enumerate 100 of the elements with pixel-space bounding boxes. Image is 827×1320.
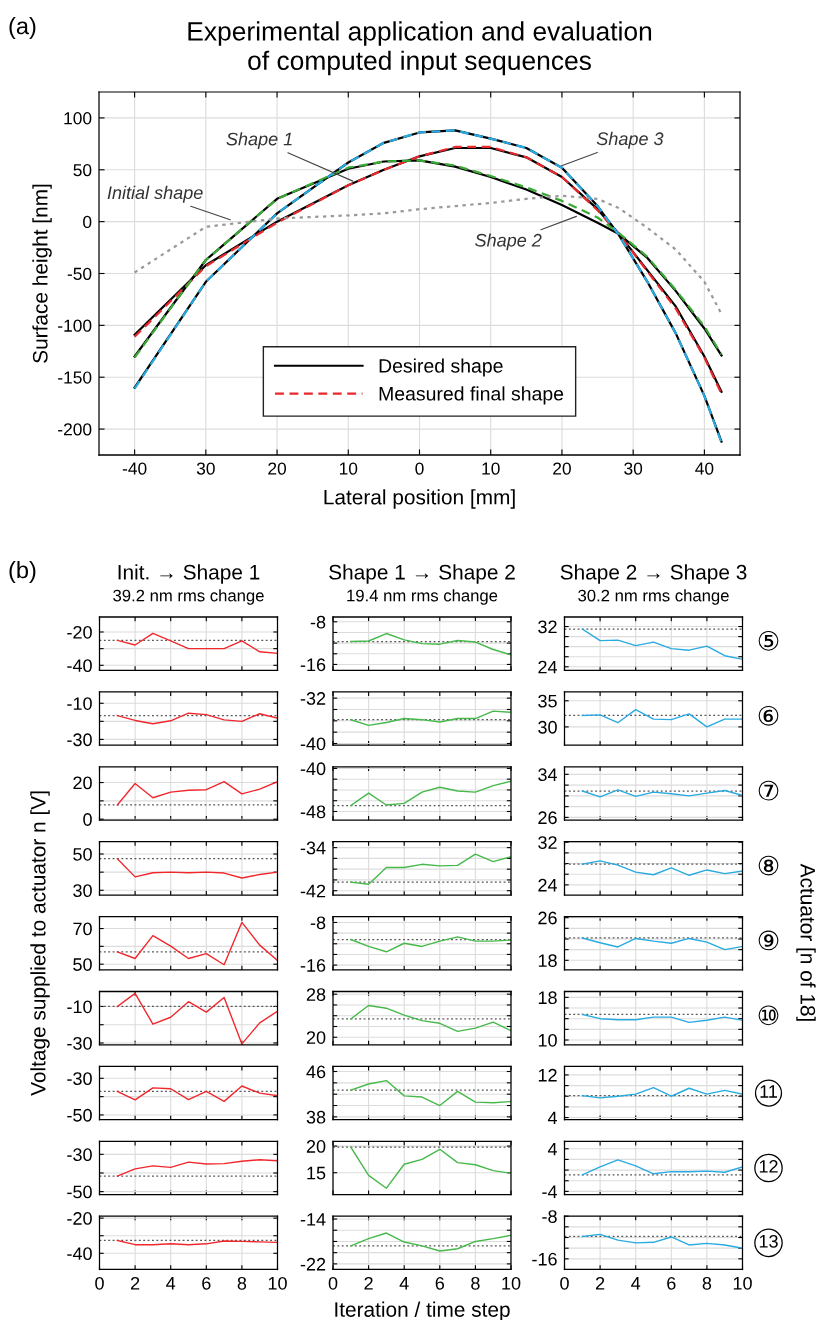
y-tick-label: -34: [300, 841, 326, 855]
y-tick-label: -30: [67, 1072, 92, 1086]
x-tick-label: 4: [631, 1277, 641, 1290]
y-tick-label: 26: [538, 811, 557, 825]
line-series: [116, 858, 278, 879]
chart-title: Shape 2 → Shape 3: [560, 564, 747, 584]
annotation: Shape 2: [475, 233, 542, 251]
y-tick-label: -40: [67, 659, 92, 673]
y-tick-label: 15: [307, 1166, 326, 1180]
y-tick-label: -16: [300, 658, 326, 672]
x-tick-label: 10: [482, 462, 500, 475]
x-axis-title: Lateral position [mm]: [324, 489, 515, 509]
text: 13: [759, 1234, 778, 1248]
y-tick-label: -22: [300, 1257, 326, 1271]
y-tick-label: 24: [538, 660, 558, 674]
text: 12: [759, 1160, 778, 1173]
line-series: [350, 632, 511, 656]
text: ⑥: [758, 705, 779, 726]
line-series: [116, 992, 278, 1045]
y-tick-label: 4: [547, 1111, 558, 1125]
legend-label: Desired shape: [379, 358, 503, 377]
y-tick-label: -10: [67, 1000, 92, 1014]
y-tick-label: 34: [538, 768, 558, 782]
line-series: [116, 921, 278, 966]
text: 11: [760, 1085, 777, 1098]
text: ⑧: [758, 855, 779, 876]
x-tick-label: 2: [130, 1276, 140, 1290]
line-series: [350, 1004, 511, 1033]
x-tick-label: 0: [560, 1276, 569, 1290]
text: (a): [9, 17, 36, 39]
y-tick-label: -40: [300, 737, 326, 751]
line-series: [581, 708, 743, 728]
line-series: [581, 789, 743, 798]
line-series: [581, 1159, 743, 1176]
y-tick-label: -32: [300, 692, 326, 705]
y-tick-label: 10: [538, 1033, 557, 1047]
x-tick-label: 10: [733, 1276, 752, 1290]
line-series: [350, 780, 511, 807]
y-tick-label: 70: [73, 922, 92, 936]
chart-subtitle: 19.4 nm rms change: [347, 589, 498, 605]
annotation: Initial shape: [107, 185, 203, 203]
x-tick-label: 2: [595, 1276, 605, 1290]
annotation: Shape 3: [596, 131, 664, 149]
x-tick-label: 4: [166, 1277, 176, 1290]
x-tick-label: 8: [702, 1276, 712, 1290]
y-tick-label: 100: [64, 112, 92, 125]
x-tick-label: 6: [202, 1276, 211, 1290]
line-series: [350, 936, 511, 953]
y-tick-label: 0: [83, 215, 92, 229]
text: ⑤: [758, 630, 779, 651]
x-tick-label: 40: [695, 462, 714, 475]
y-tick-label: 35: [538, 694, 557, 708]
legend-label: Measured final shape: [379, 386, 564, 405]
line-series: [116, 1159, 278, 1177]
y-tick-label: -200: [58, 423, 92, 436]
y-tick-label: -50: [67, 1108, 92, 1122]
y-tick-label: -30: [67, 1036, 92, 1050]
text: Actuator [n of 18]: [796, 863, 816, 1021]
y-tick-label: -40: [300, 762, 326, 776]
y-tick-label: 46: [306, 1065, 326, 1079]
x-tick-label: 4: [399, 1277, 409, 1290]
x-tick-label: 10: [502, 1276, 521, 1290]
line-series: [581, 628, 743, 660]
y-tick-label: -10: [67, 697, 92, 710]
y-tick-label: -8: [310, 916, 326, 930]
line-series: [350, 710, 511, 727]
y-tick-label: -16: [300, 959, 326, 972]
line-series: [350, 1079, 511, 1107]
y-tick-label: -150: [58, 371, 92, 384]
chart-title: Init. → Shape 1: [118, 564, 260, 584]
line-series: [350, 1232, 511, 1252]
y-tick-label: -50: [67, 1185, 92, 1199]
x-tick-label: 10: [268, 1276, 287, 1290]
y-tick-label: 50: [73, 847, 92, 861]
y-tick-label: 26: [538, 911, 557, 925]
y-tick-label: 28: [306, 988, 326, 1001]
y-tick-label: -16: [532, 1252, 557, 1266]
y-tick-label: -20: [67, 1212, 92, 1225]
y-tick-label: -8: [310, 615, 326, 629]
line-series: [581, 1233, 743, 1249]
annotation: Shape 1: [226, 132, 292, 149]
y-tick-label: -14: [300, 1213, 326, 1226]
y-tick-label: 24: [538, 878, 558, 892]
y-tick-label: 0: [83, 813, 92, 826]
x-tick-label: 8: [237, 1276, 247, 1290]
line-series: [116, 780, 278, 806]
line-series: [116, 712, 278, 725]
y-tick-label: 30: [73, 884, 92, 898]
chart-subtitle: 39.2 nm rms change: [113, 589, 264, 605]
y-tick-label: -40: [67, 1247, 92, 1261]
x-tick-label: 0: [95, 1276, 104, 1290]
y-tick-label: 20: [306, 1140, 326, 1153]
x-tick-label: 2: [364, 1276, 373, 1290]
y-tick-label: -30: [67, 733, 92, 747]
chart-title: Shape 1 → Shape 2: [329, 564, 515, 584]
line-series: [116, 1085, 278, 1103]
y-tick-label: -8: [542, 1210, 557, 1223]
y-tick-label: -42: [300, 884, 326, 898]
x-tick-label: 20: [268, 462, 287, 475]
y-tick-label: -100: [58, 319, 92, 332]
